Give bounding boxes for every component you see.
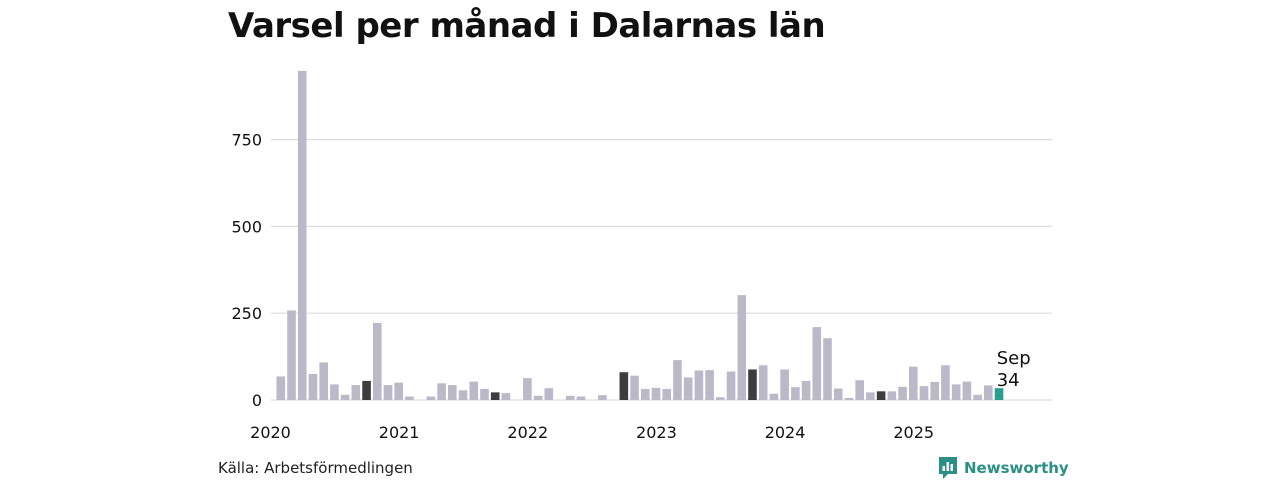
- bar: [490, 392, 500, 400]
- bar: [426, 396, 436, 400]
- bar: [437, 383, 446, 400]
- bar: [458, 390, 468, 400]
- x-tick-label: 2024: [765, 423, 806, 442]
- bar: [780, 369, 789, 400]
- bar: [962, 381, 972, 400]
- bar: [565, 395, 575, 400]
- bar: [383, 385, 393, 400]
- bar: [887, 391, 897, 400]
- y-tick-label: 0: [252, 391, 262, 410]
- bar: [576, 396, 586, 400]
- bar: [855, 380, 864, 400]
- x-tick-label: 2022: [507, 423, 548, 442]
- bar: [683, 377, 693, 400]
- bar: [726, 371, 736, 400]
- bar: [662, 388, 672, 400]
- bar: [984, 385, 993, 400]
- bar: [876, 391, 886, 400]
- bar: [930, 381, 940, 400]
- x-tick-label: 2021: [379, 423, 420, 442]
- bar: [705, 370, 714, 400]
- bar: [769, 393, 779, 400]
- bar: [544, 388, 554, 400]
- bar: [844, 397, 854, 400]
- bar: [716, 397, 725, 400]
- bar: [469, 381, 479, 400]
- y-tick-label: 500: [231, 217, 262, 236]
- bar: [812, 327, 822, 400]
- bar: [480, 388, 489, 400]
- bar: [330, 384, 339, 400]
- bar: [791, 387, 800, 400]
- bar: [833, 388, 843, 400]
- bar: [630, 375, 639, 400]
- bar: [951, 384, 961, 400]
- latest-month-label: Sep: [997, 348, 1031, 369]
- y-tick-label: 250: [231, 304, 262, 323]
- bar: [694, 370, 704, 400]
- bar: [276, 376, 286, 400]
- bar: [919, 386, 929, 400]
- bar: [994, 388, 1004, 400]
- bar: [501, 393, 511, 400]
- bar: [394, 382, 404, 400]
- bar: [287, 310, 296, 400]
- bar: [973, 394, 982, 400]
- bar: [651, 387, 661, 400]
- bar: [737, 295, 747, 400]
- bar: [351, 385, 361, 400]
- x-tick-label: 2023: [636, 423, 677, 442]
- bar: [748, 369, 757, 400]
- bar: [372, 322, 382, 400]
- newsworthy-logo-icon: [939, 457, 957, 479]
- bar: [448, 385, 457, 400]
- bar: [758, 365, 768, 400]
- x-tick-label: 2025: [893, 423, 934, 442]
- bar: [898, 386, 907, 400]
- bar: [598, 395, 607, 400]
- latest-value-label: 34: [997, 370, 1020, 391]
- bar: [823, 338, 832, 400]
- bar: [866, 392, 875, 400]
- bar: [908, 366, 918, 400]
- bar: [673, 360, 682, 400]
- bar: [941, 365, 950, 400]
- y-tick-label: 750: [231, 131, 262, 150]
- bar: [308, 373, 318, 400]
- bar: [640, 388, 650, 400]
- bar: [619, 372, 629, 400]
- brand-name: Newsworthy: [964, 459, 1069, 477]
- brand-logo: Newsworthy: [938, 456, 1069, 480]
- bar: [523, 378, 532, 400]
- x-tick-label: 2020: [250, 423, 291, 442]
- bar: [340, 394, 350, 400]
- bar: [319, 362, 328, 400]
- bar: [801, 380, 811, 400]
- bar: [405, 396, 414, 400]
- bar: [297, 70, 307, 400]
- source-text: Källa: Arbetsförmedlingen: [218, 459, 413, 477]
- bar: [362, 380, 371, 400]
- chart-title: Varsel per månad i Dalarnas län: [228, 6, 826, 46]
- bar: [533, 395, 543, 400]
